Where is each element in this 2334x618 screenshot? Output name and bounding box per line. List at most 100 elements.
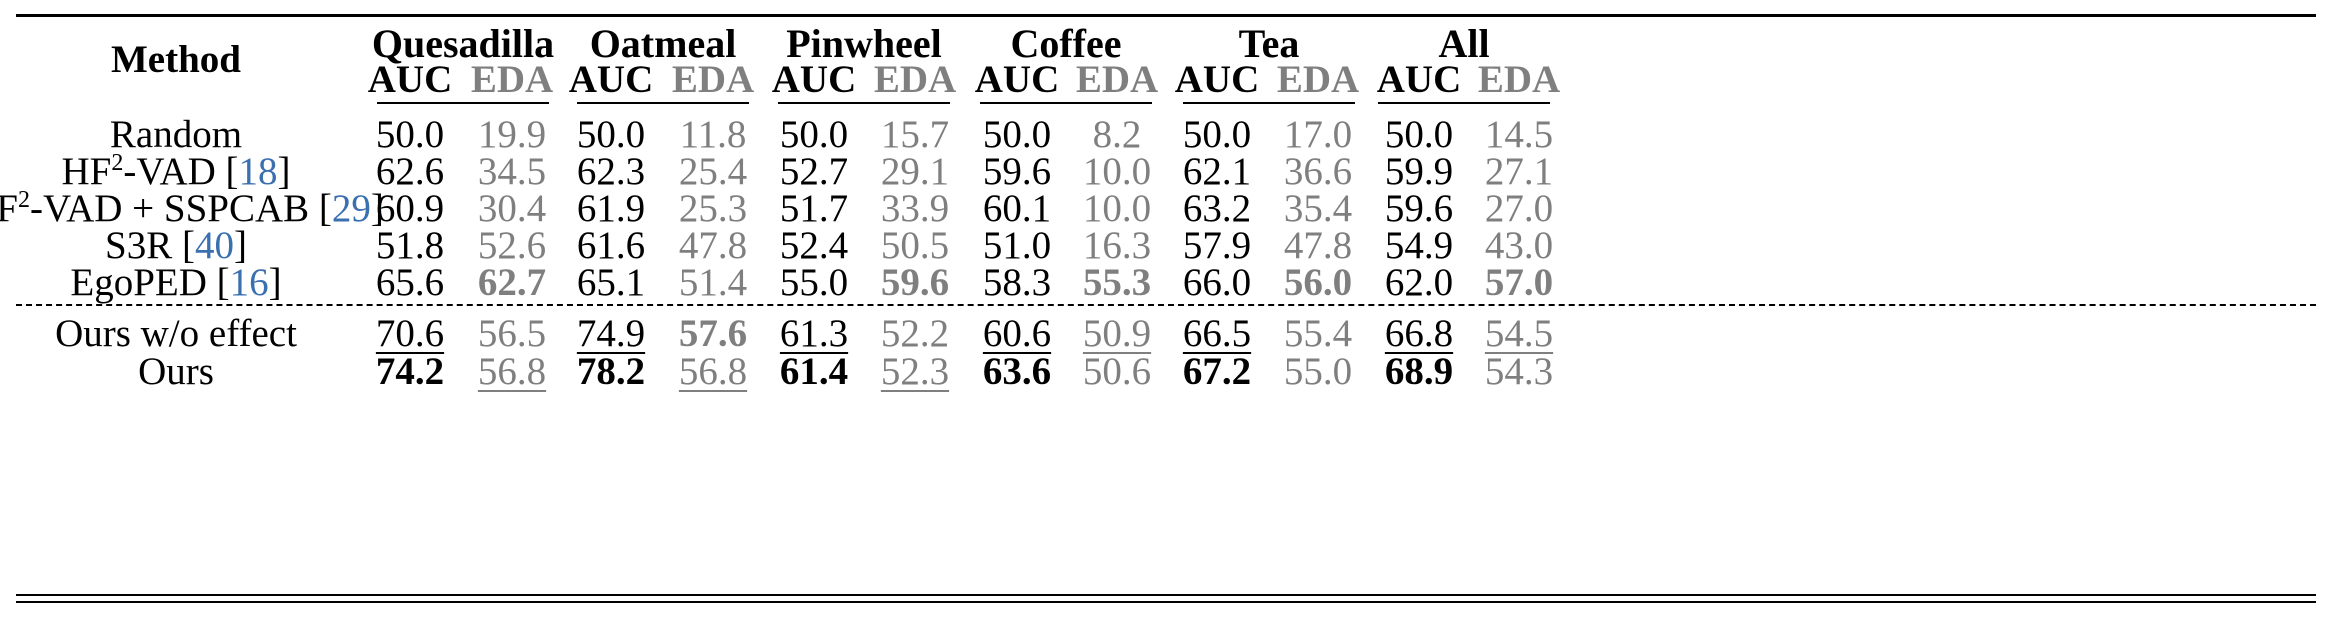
method-name: HF bbox=[61, 150, 112, 193]
method-name-rest: -VAD + SSPCAB [ bbox=[29, 187, 332, 230]
auc-value-oatmeal: 74.9 bbox=[576, 312, 646, 355]
cmidrule-oatmeal bbox=[577, 102, 749, 104]
cmidrule-tea bbox=[1183, 102, 1355, 104]
auc-value-tea: 57.9 bbox=[1182, 224, 1252, 267]
group-header-tea: Tea bbox=[1238, 21, 1300, 66]
eda-value-oatmeal: 56.8 bbox=[678, 350, 748, 393]
eda-value-tea: 17.0 bbox=[1283, 113, 1353, 156]
auc-value-quesadilla: 65.6 bbox=[375, 261, 445, 304]
method-name: Random bbox=[109, 113, 243, 156]
eda-value-pinwheel: 50.5 bbox=[880, 224, 950, 267]
method-name: EgoPED [ bbox=[70, 261, 230, 304]
auc-value-all: 54.9 bbox=[1384, 224, 1454, 267]
auc-value-pinwheel: 55.0 bbox=[779, 261, 849, 304]
auc-value-quesadilla: 60.9 bbox=[375, 187, 445, 230]
method-cell: HF2-VAD + SSPCAB [29] bbox=[0, 187, 384, 230]
eda-value-all: 14.5 bbox=[1484, 113, 1554, 156]
method-superscript: 2 bbox=[111, 150, 124, 176]
auc-value-tea: 50.0 bbox=[1182, 113, 1252, 156]
cmidrule-pinwheel bbox=[778, 102, 950, 104]
auc-value-all: 59.9 bbox=[1384, 150, 1454, 193]
eda-value-tea: 56.0 bbox=[1283, 261, 1353, 304]
citation-link: 16 bbox=[229, 261, 269, 304]
eda-value-tea: 35.4 bbox=[1283, 187, 1353, 230]
auc-value-oatmeal: 61.9 bbox=[576, 187, 646, 230]
col-auc-oatmeal: AUC bbox=[568, 58, 654, 101]
auc-value-oatmeal: 65.1 bbox=[576, 261, 646, 304]
eda-value-tea: 55.0 bbox=[1283, 350, 1353, 393]
method-name-rest: -VAD [ bbox=[123, 150, 239, 193]
auc-value-oatmeal: 62.3 bbox=[576, 150, 646, 193]
separator-dashed-rule bbox=[16, 304, 2316, 306]
method-superscript: 2 bbox=[17, 187, 30, 213]
eda-value-coffee: 8.2 bbox=[1092, 113, 1142, 156]
eda-value-quesadilla: 56.8 bbox=[477, 350, 547, 393]
auc-value-pinwheel: 61.3 bbox=[779, 312, 849, 355]
bottom-rule-2 bbox=[16, 601, 2316, 603]
col-auc-all: AUC bbox=[1376, 58, 1462, 101]
eda-value-pinwheel: 15.7 bbox=[880, 113, 950, 156]
eda-value-quesadilla: 62.7 bbox=[477, 261, 547, 304]
auc-value-oatmeal: 50.0 bbox=[576, 113, 646, 156]
cmidrule-quesadilla bbox=[377, 102, 549, 104]
auc-value-quesadilla: 50.0 bbox=[375, 113, 445, 156]
eda-value-all: 54.3 bbox=[1484, 350, 1554, 393]
eda-value-oatmeal: 47.8 bbox=[678, 224, 748, 267]
auc-value-oatmeal: 78.2 bbox=[576, 350, 646, 393]
eda-value-oatmeal: 57.6 bbox=[678, 312, 748, 355]
auc-value-quesadilla: 62.6 bbox=[375, 150, 445, 193]
eda-value-pinwheel: 29.1 bbox=[880, 150, 950, 193]
col-eda-coffee: EDA bbox=[1075, 58, 1159, 101]
method-cell: HF2-VAD [18] bbox=[61, 150, 290, 193]
eda-value-quesadilla: 56.5 bbox=[477, 312, 547, 355]
auc-value-tea: 62.1 bbox=[1182, 150, 1252, 193]
eda-value-tea: 36.6 bbox=[1283, 150, 1353, 193]
auc-value-all: 50.0 bbox=[1384, 113, 1454, 156]
eda-value-pinwheel: 59.6 bbox=[880, 261, 950, 304]
eda-value-coffee: 10.0 bbox=[1082, 187, 1152, 230]
col-auc-quesadilla: AUC bbox=[367, 58, 453, 101]
auc-value-oatmeal: 61.6 bbox=[576, 224, 646, 267]
eda-value-coffee: 50.9 bbox=[1082, 312, 1152, 355]
citation-bracket: ] bbox=[233, 224, 247, 267]
eda-value-quesadilla: 34.5 bbox=[477, 150, 547, 193]
method-header: Method bbox=[111, 38, 241, 81]
eda-value-quesadilla: 52.6 bbox=[477, 224, 547, 267]
col-auc-pinwheel: AUC bbox=[771, 58, 857, 101]
top-rule bbox=[16, 14, 2316, 17]
eda-value-pinwheel: 33.9 bbox=[880, 187, 950, 230]
eda-value-oatmeal: 51.4 bbox=[678, 261, 748, 304]
method-name: HF bbox=[0, 187, 18, 230]
citation-link: 18 bbox=[238, 150, 278, 193]
auc-value-pinwheel: 51.7 bbox=[779, 187, 849, 230]
auc-value-coffee: 50.0 bbox=[982, 113, 1052, 156]
citation-bracket: ] bbox=[268, 261, 282, 304]
auc-value-all: 68.9 bbox=[1384, 350, 1454, 393]
eda-value-pinwheel: 52.2 bbox=[880, 312, 950, 355]
auc-value-coffee: 63.6 bbox=[982, 350, 1052, 393]
auc-value-pinwheel: 50.0 bbox=[779, 113, 849, 156]
eda-value-all: 27.1 bbox=[1484, 150, 1554, 193]
method-cell: EgoPED [16] bbox=[70, 263, 281, 302]
group-header-coffee: Coffee bbox=[1010, 21, 1122, 66]
method-cell: Ours w/o effect bbox=[55, 314, 297, 353]
col-eda-pinwheel: EDA bbox=[873, 58, 957, 101]
method-cell: S3R [40] bbox=[105, 226, 247, 265]
eda-value-tea: 55.4 bbox=[1283, 312, 1353, 355]
eda-value-all: 57.0 bbox=[1484, 261, 1554, 304]
eda-value-all: 27.0 bbox=[1484, 187, 1554, 230]
method-cell: Random bbox=[110, 115, 242, 154]
group-header-pinwheel: Pinwheel bbox=[786, 21, 942, 66]
auc-value-quesadilla: 70.6 bbox=[375, 312, 445, 355]
eda-value-oatmeal: 25.3 bbox=[678, 187, 748, 230]
auc-value-coffee: 59.6 bbox=[982, 150, 1052, 193]
auc-value-coffee: 51.0 bbox=[982, 224, 1052, 267]
auc-value-pinwheel: 52.4 bbox=[779, 224, 849, 267]
method-cell: Ours bbox=[138, 352, 214, 391]
eda-value-tea: 47.8 bbox=[1283, 224, 1353, 267]
method-name: Ours w/o effect bbox=[55, 312, 297, 355]
eda-value-coffee: 16.3 bbox=[1082, 224, 1152, 267]
auc-value-coffee: 60.6 bbox=[982, 312, 1052, 355]
group-header-all: All bbox=[1438, 21, 1490, 66]
